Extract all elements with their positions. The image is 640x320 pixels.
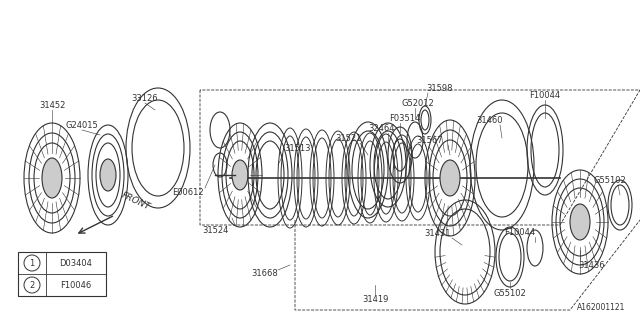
Text: G24015: G24015	[66, 121, 99, 130]
Text: G52012: G52012	[402, 99, 435, 108]
Text: A162001121: A162001121	[577, 303, 625, 312]
Text: 32464: 32464	[369, 124, 396, 132]
Text: G55102: G55102	[493, 289, 526, 298]
Text: 31513: 31513	[285, 143, 311, 153]
Text: F03514: F03514	[389, 114, 420, 123]
Text: 31668: 31668	[252, 268, 278, 277]
Ellipse shape	[100, 159, 116, 191]
Text: 1: 1	[29, 259, 35, 268]
Text: 31419: 31419	[362, 295, 388, 305]
Text: 33126: 33126	[132, 93, 158, 102]
Ellipse shape	[440, 160, 460, 196]
Text: E00612: E00612	[172, 188, 204, 196]
Bar	[18, 252, 106, 296]
Text: 31452: 31452	[39, 100, 65, 109]
Text: 2: 2	[29, 281, 35, 290]
Text: F10046: F10046	[60, 281, 92, 290]
Text: 31431: 31431	[425, 228, 451, 237]
Text: 31436: 31436	[579, 260, 605, 269]
Ellipse shape	[42, 158, 62, 198]
Text: 31524: 31524	[202, 226, 228, 235]
Text: FRONT: FRONT	[120, 191, 152, 212]
Text: D03404: D03404	[60, 259, 92, 268]
Text: 31567: 31567	[417, 135, 444, 145]
Ellipse shape	[232, 160, 248, 190]
Text: F10044: F10044	[529, 91, 561, 100]
Ellipse shape	[570, 204, 590, 240]
Text: 31521: 31521	[335, 133, 361, 142]
Text: 31460: 31460	[477, 116, 503, 124]
Text: G55102: G55102	[594, 175, 627, 185]
Text: 31598: 31598	[427, 84, 453, 92]
Text: F10044: F10044	[504, 228, 536, 236]
